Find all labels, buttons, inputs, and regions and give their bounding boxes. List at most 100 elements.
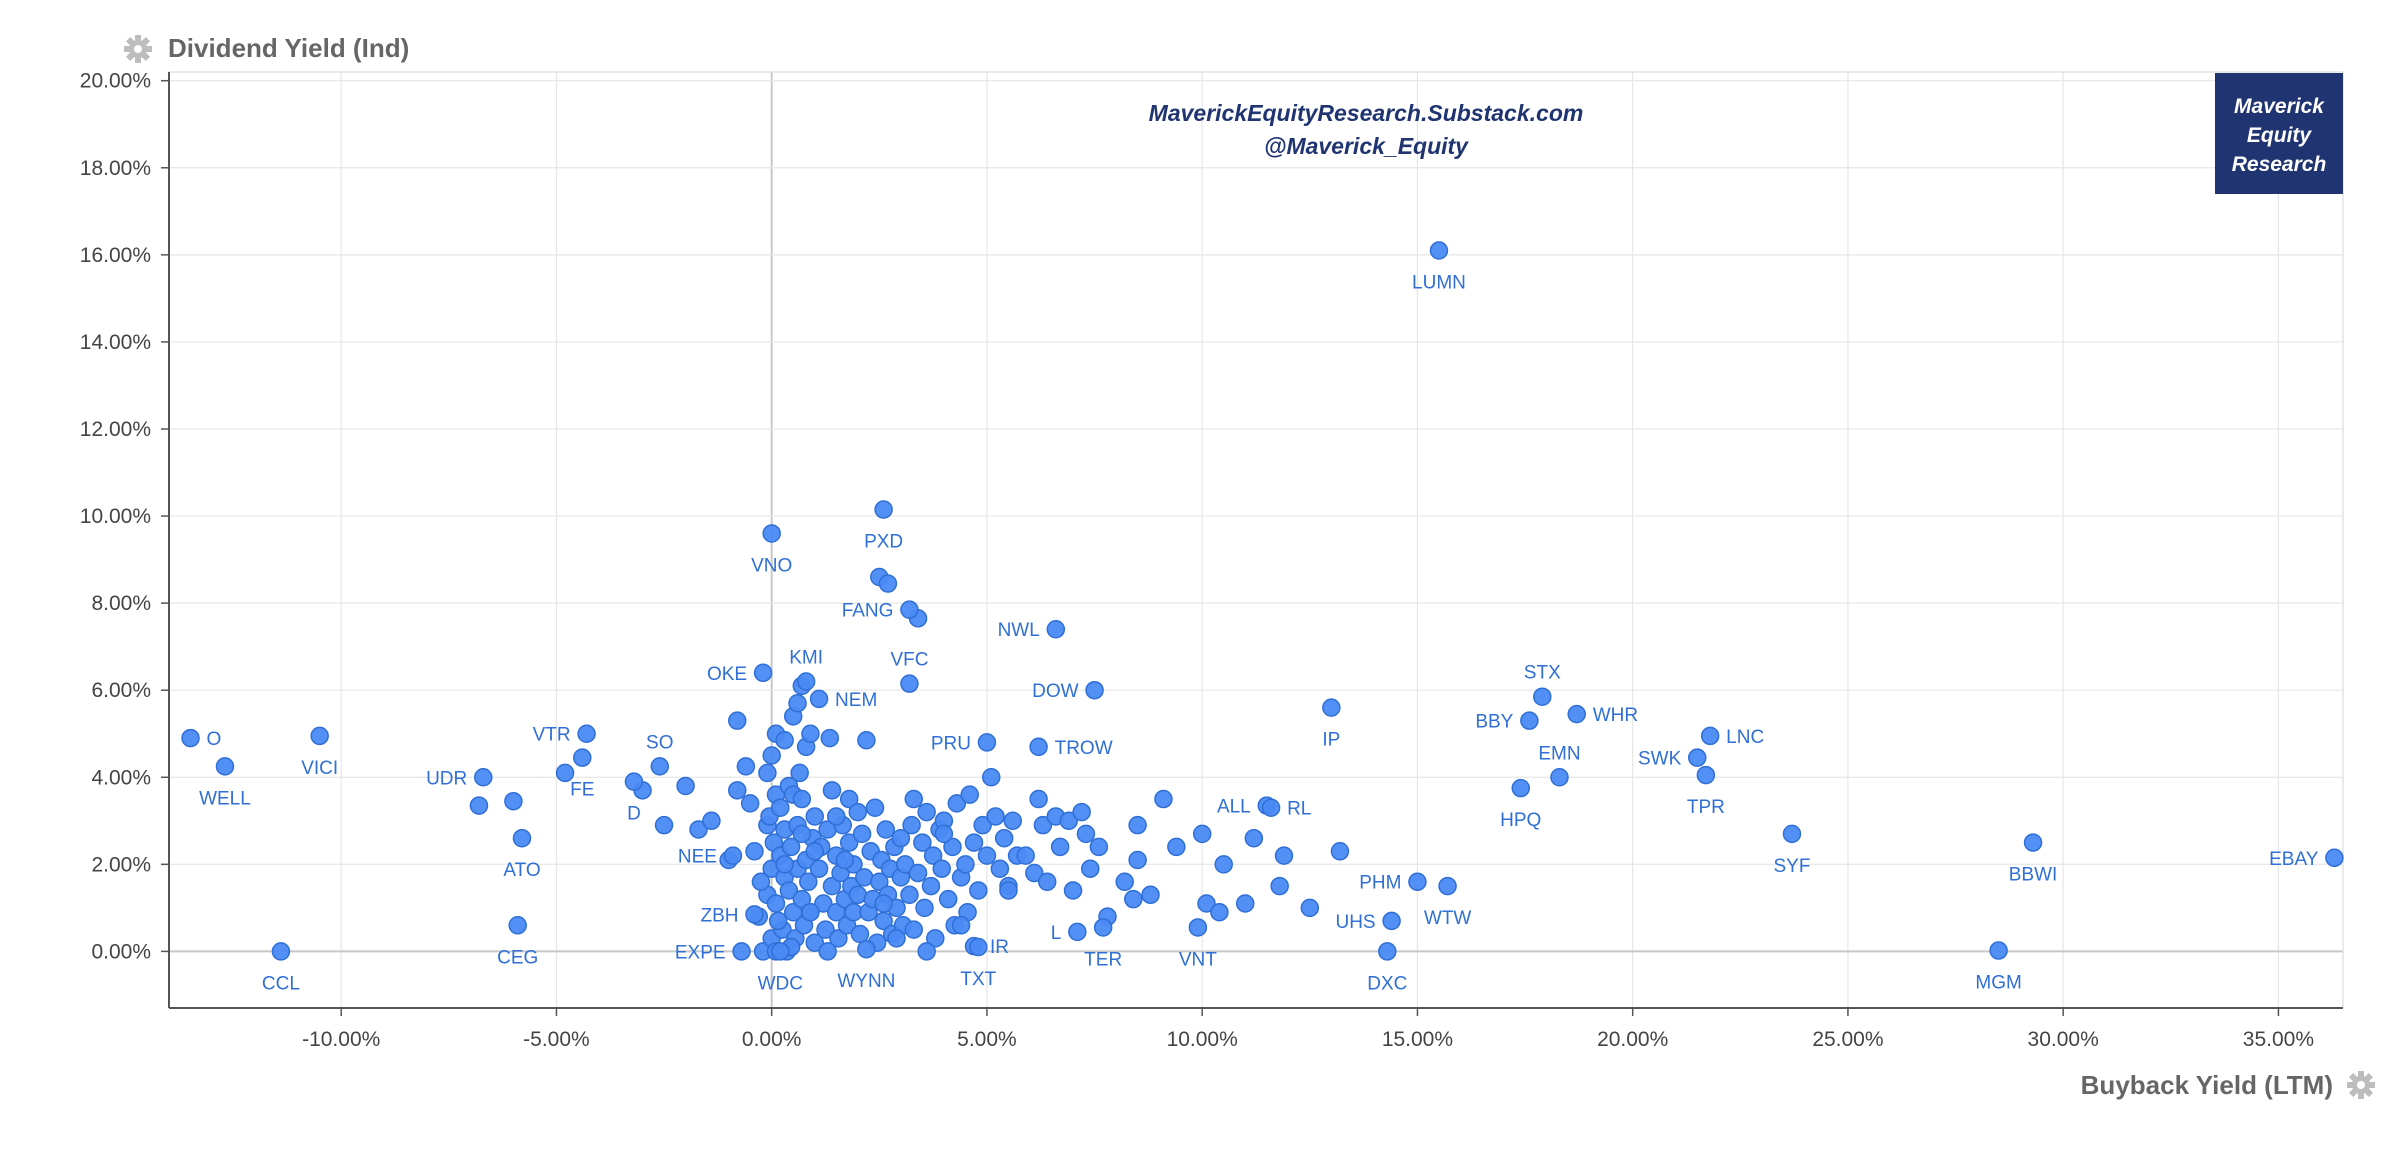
data-point[interactable] <box>1188 918 1208 937</box>
data-point[interactable] <box>913 833 932 852</box>
data-point[interactable] <box>779 881 799 900</box>
data-point[interactable] <box>577 724 596 743</box>
data-point[interactable] <box>994 828 1014 848</box>
data-point[interactable] <box>1003 811 1023 831</box>
data-point[interactable] <box>1115 872 1134 891</box>
data-point[interactable] <box>766 894 786 913</box>
data-point[interactable] <box>818 942 837 961</box>
data-point[interactable] <box>1330 842 1350 861</box>
data-point[interactable] <box>932 859 951 878</box>
data-point[interactable] <box>1378 942 1397 961</box>
data-point[interactable] <box>1300 898 1320 918</box>
data-point[interactable] <box>891 828 911 848</box>
data-point[interactable] <box>702 811 721 831</box>
data-point[interactable] <box>854 868 874 887</box>
data-point[interactable] <box>908 863 928 883</box>
data-point[interactable] <box>969 937 988 957</box>
data-point[interactable] <box>758 763 777 783</box>
data-point[interactable] <box>801 724 820 743</box>
data-point[interactable] <box>917 942 936 961</box>
data-point[interactable] <box>792 789 812 809</box>
data-point[interactable] <box>917 802 936 822</box>
data-point[interactable] <box>1093 918 1113 937</box>
data-point[interactable] <box>723 846 743 865</box>
data-point[interactable] <box>1438 876 1457 896</box>
data-point[interactable] <box>504 791 523 811</box>
data-point[interactable] <box>870 872 889 891</box>
data-point[interactable] <box>1033 815 1053 835</box>
data-point[interactable] <box>814 894 833 913</box>
data-point[interactable] <box>876 820 896 839</box>
data-point[interactable] <box>474 768 493 787</box>
data-point[interactable] <box>799 872 818 891</box>
data-point[interactable] <box>1025 863 1044 883</box>
data-point[interactable] <box>874 500 893 519</box>
data-point[interactable] <box>271 942 291 961</box>
data-point[interactable] <box>181 728 200 748</box>
data-point[interactable] <box>1550 768 1569 787</box>
data-point[interactable] <box>508 916 527 935</box>
data-point[interactable] <box>796 672 816 691</box>
data-point[interactable] <box>1029 789 1048 809</box>
data-point[interactable] <box>1072 802 1091 822</box>
data-point[interactable] <box>964 833 984 852</box>
data-point[interactable] <box>790 763 809 783</box>
data-point[interactable] <box>1700 726 1720 746</box>
data-point[interactable] <box>1214 855 1233 874</box>
data-point[interactable] <box>977 846 997 865</box>
data-point[interactable] <box>990 859 1010 878</box>
data-point[interactable] <box>792 889 812 909</box>
data-point[interactable] <box>775 855 794 874</box>
data-point[interactable] <box>874 894 893 913</box>
data-point[interactable] <box>762 524 781 543</box>
data-point[interactable] <box>822 876 842 896</box>
data-point[interactable] <box>753 663 773 683</box>
data-point[interactable] <box>792 824 812 844</box>
data-point[interactable] <box>900 674 919 693</box>
data-point[interactable] <box>1782 824 1802 844</box>
data-point[interactable] <box>1141 885 1160 905</box>
data-point[interactable] <box>1192 824 1212 844</box>
data-point[interactable] <box>1063 881 1083 900</box>
data-point[interactable] <box>865 798 885 817</box>
data-point[interactable] <box>689 820 708 839</box>
data-point[interactable] <box>469 796 489 815</box>
data-point[interactable] <box>938 889 958 909</box>
data-point[interactable] <box>775 731 794 750</box>
data-point[interactable] <box>1270 876 1289 896</box>
data-point[interactable] <box>654 815 674 835</box>
data-point[interactable] <box>771 942 790 961</box>
data-point[interactable] <box>1408 872 1427 891</box>
data-point[interactable] <box>1029 737 1048 757</box>
y-axis-gear-icon[interactable] <box>124 35 152 63</box>
data-point[interactable] <box>788 694 807 713</box>
data-point[interactable] <box>1567 704 1586 724</box>
data-point[interactable] <box>835 850 855 870</box>
data-point[interactable] <box>736 757 756 776</box>
data-point[interactable] <box>829 929 848 948</box>
data-point[interactable] <box>1429 241 1449 260</box>
data-point[interactable] <box>999 881 1018 900</box>
data-point[interactable] <box>904 920 924 939</box>
data-point[interactable] <box>827 807 846 826</box>
data-point[interactable] <box>820 728 840 748</box>
data-point[interactable] <box>805 807 824 826</box>
data-point[interactable] <box>923 846 943 865</box>
data-point[interactable] <box>512 828 532 848</box>
data-point[interactable] <box>732 942 751 961</box>
data-point[interactable] <box>310 726 329 746</box>
data-point[interactable] <box>1382 911 1401 931</box>
data-point[interactable] <box>624 772 644 791</box>
data-point[interactable] <box>771 798 790 817</box>
data-point[interactable] <box>740 794 760 813</box>
data-point[interactable] <box>781 837 801 857</box>
data-point[interactable] <box>839 789 859 809</box>
data-point[interactable] <box>676 776 695 796</box>
data-point[interactable] <box>816 920 835 939</box>
data-point[interactable] <box>947 794 967 813</box>
data-point[interactable] <box>1511 778 1531 798</box>
data-point[interactable] <box>1037 872 1057 891</box>
data-point[interactable] <box>1081 859 1100 878</box>
data-point[interactable] <box>926 929 945 948</box>
data-point[interactable] <box>728 781 747 800</box>
